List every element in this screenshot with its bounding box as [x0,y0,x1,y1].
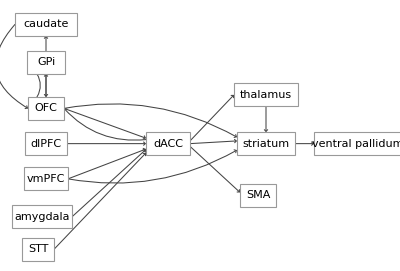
FancyBboxPatch shape [15,13,77,36]
Text: GPi: GPi [37,57,55,67]
FancyBboxPatch shape [240,184,276,207]
FancyBboxPatch shape [28,97,64,120]
FancyBboxPatch shape [314,132,400,155]
FancyBboxPatch shape [237,132,295,155]
Text: thalamus: thalamus [240,90,292,100]
Text: SMA: SMA [246,190,270,200]
FancyBboxPatch shape [27,51,65,74]
FancyBboxPatch shape [12,205,72,228]
Text: dlPFC: dlPFC [30,139,62,149]
FancyBboxPatch shape [22,238,54,261]
FancyBboxPatch shape [146,132,190,155]
Text: ventral pallidum: ventral pallidum [312,139,400,149]
FancyBboxPatch shape [234,83,298,106]
FancyBboxPatch shape [25,132,67,155]
Text: amygdala: amygdala [14,212,70,222]
FancyBboxPatch shape [24,167,68,190]
Text: STT: STT [28,244,48,254]
Text: striatum: striatum [242,139,290,149]
Text: caudate: caudate [23,20,69,29]
Text: dACC: dACC [153,139,183,149]
Text: vmPFC: vmPFC [27,174,65,184]
Text: OFC: OFC [34,104,58,113]
